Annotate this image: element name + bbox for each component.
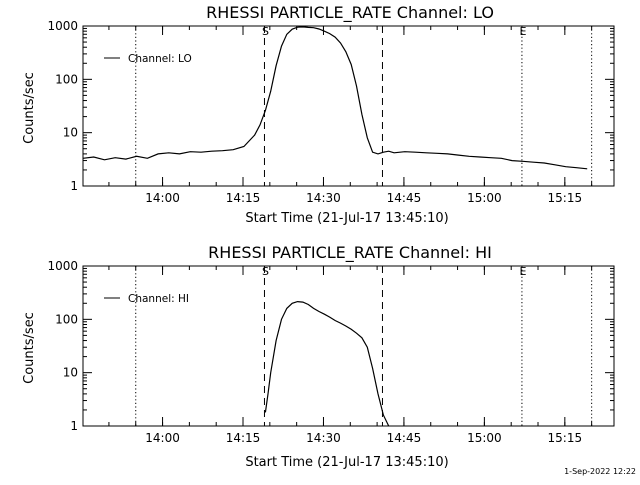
- x-axis-label-hi: Start Time (21-Jul-17 13:45:10): [245, 455, 448, 470]
- chart-title-hi: RHESSI PARTICLE_RATE Channel: HI: [208, 243, 492, 263]
- y-tick-label-hi: 1: [70, 419, 78, 433]
- x-tick-label-hi: 15:15: [548, 431, 583, 445]
- data-series-line-lo: [82, 26, 588, 170]
- time-marker-label-lo: E: [519, 25, 526, 38]
- y-tick-label-lo: 1000: [47, 19, 78, 33]
- y-tick-label-hi: 10: [63, 366, 78, 380]
- y-tick-label-hi: 100: [55, 312, 78, 326]
- plot-frame-hi: [82, 265, 615, 427]
- x-tick-label-lo: 15:15: [548, 191, 583, 205]
- time-marker-label-hi: S: [262, 265, 269, 278]
- x-tick-label-hi: 14:45: [387, 431, 422, 445]
- y-axis-label-lo: Counts/sec: [22, 72, 37, 144]
- plot-timestamp: 1-Sep-2022 12:22: [564, 467, 636, 476]
- time-marker-label-lo: S: [262, 25, 269, 38]
- x-tick-label-lo: 14:00: [145, 191, 180, 205]
- y-tick-label-lo: 1: [70, 179, 78, 193]
- y-tick-label-hi: 1000: [47, 259, 78, 273]
- x-tick-label-lo: 15:00: [467, 191, 502, 205]
- chart-title-lo: RHESSI PARTICLE_RATE Channel: LO: [206, 3, 494, 23]
- y-tick-label-lo: 10: [63, 126, 78, 140]
- x-tick-label-hi: 14:15: [226, 431, 261, 445]
- x-tick-label-hi: 14:00: [145, 431, 180, 445]
- data-series-line-hi: [264, 300, 390, 427]
- plot-frame-lo: [82, 25, 615, 187]
- time-marker-label-hi: E: [519, 265, 526, 278]
- y-axis-label-hi: Counts/sec: [22, 312, 37, 384]
- legend-entry-lo: Channel: LO: [128, 53, 192, 65]
- legend-entry-hi: Channel: HI: [128, 293, 189, 305]
- x-tick-label-lo: 14:45: [387, 191, 422, 205]
- y-tick-label-lo: 100: [55, 72, 78, 86]
- chart-panel-lo: RHESSI PARTICLE_RATE Channel: LO Start T…: [22, 3, 615, 226]
- x-axis-label-lo: Start Time (21-Jul-17 13:45:10): [245, 211, 448, 226]
- x-tick-label-hi: 14:30: [306, 431, 341, 445]
- x-tick-label-lo: 14:30: [306, 191, 341, 205]
- chart-panel-hi: RHESSI PARTICLE_RATE Channel: HI Start T…: [22, 243, 615, 470]
- x-tick-label-hi: 15:00: [467, 431, 502, 445]
- x-tick-label-lo: 14:15: [226, 191, 261, 205]
